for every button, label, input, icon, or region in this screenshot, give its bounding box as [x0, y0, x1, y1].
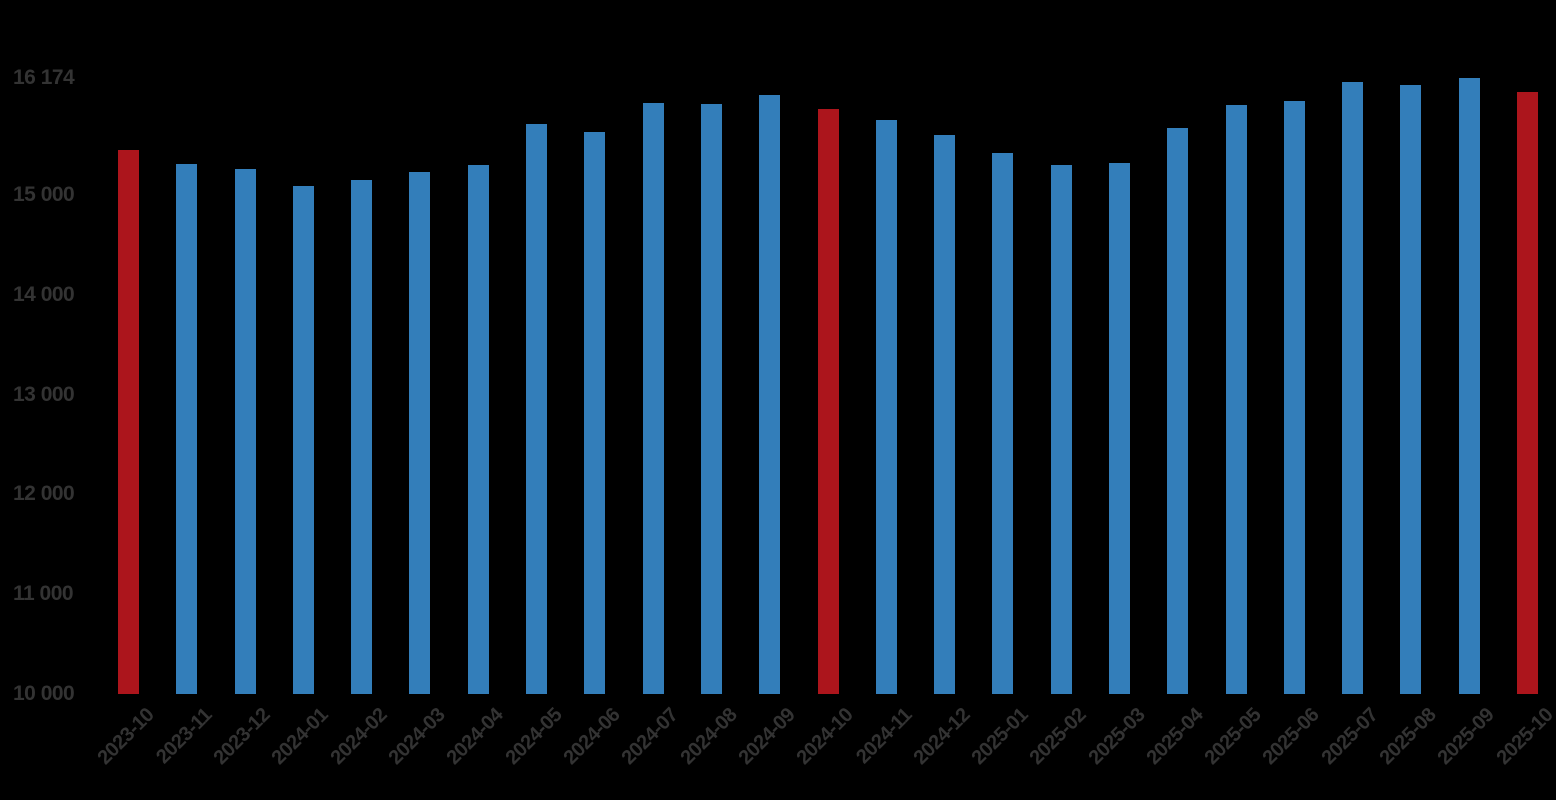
x-axis-tick-label: 2024-11	[851, 704, 916, 769]
bar-2024-02	[351, 180, 373, 694]
bar-2025-06	[1283, 101, 1305, 694]
x-axis-tick-label: 2023-11	[152, 704, 217, 769]
bar-2025-01	[992, 153, 1014, 694]
x-axis-tick-label: 2025-06	[1258, 704, 1324, 769]
x-axis-tick-label: 2024-04	[442, 704, 508, 769]
bar-2024-08	[700, 104, 722, 694]
y-axis-tick-label: 10 000	[13, 682, 75, 705]
y-axis-tick-label: 14 000	[13, 282, 75, 306]
y-axis-tick-label: 11 000	[13, 582, 74, 606]
y-axis-tick-label: 12 000	[13, 482, 75, 506]
bar-2024-10	[817, 109, 839, 694]
bar-2024-01	[292, 186, 314, 694]
x-axis-tick-label: 2024-10	[792, 704, 858, 769]
bar-2024-06	[584, 132, 606, 694]
x-axis-tick-label: 2024-12	[909, 704, 975, 769]
bar-2023-11	[176, 164, 198, 694]
bar-2024-04	[467, 165, 489, 694]
x-axis-tick-label: 2024-03	[384, 704, 450, 769]
bar-2025-03	[1108, 163, 1130, 694]
x-axis-tick-label: 2024-05	[501, 704, 567, 769]
bar-2024-07	[642, 103, 664, 694]
x-axis-tick-label: 2023-12	[209, 704, 275, 769]
y-axis-tick-label: 16 174	[13, 66, 75, 89]
x-axis-tick-label: 2025-08	[1375, 704, 1441, 769]
x-axis-tick-label: 2023-10	[93, 704, 159, 769]
x-axis-tick-label: 2025-03	[1084, 704, 1150, 769]
x-axis-tick-label: 2025-01	[967, 704, 1033, 769]
bar-2023-10	[118, 150, 139, 694]
bar-2024-05	[526, 124, 548, 694]
bar-2025-07	[1342, 82, 1364, 694]
y-axis-tick-label: 13 000	[13, 382, 75, 406]
x-axis-tick-label: 2024-06	[559, 704, 625, 769]
bar-2024-12	[934, 135, 956, 694]
bar-2024-09	[759, 95, 781, 694]
x-axis-tick-label: 2025-09	[1433, 704, 1499, 769]
bar-2025-09	[1458, 78, 1480, 694]
bar-2024-03	[409, 172, 431, 694]
bar-2025-05	[1225, 105, 1247, 694]
x-axis-tick-label: 2025-10	[1492, 704, 1556, 769]
x-axis-tick-label: 2025-02	[1025, 704, 1091, 769]
bar-2025-02	[1050, 165, 1072, 694]
x-axis-tick-label: 2024-08	[675, 704, 741, 769]
x-axis-tick-label: 2024-09	[734, 704, 800, 769]
x-axis-tick-label: 2025-04	[1142, 704, 1208, 769]
bar-2025-04	[1167, 128, 1189, 694]
x-axis-tick-label: 2025-07	[1317, 704, 1383, 769]
y-axis-tick-label: 15 000	[13, 183, 75, 207]
x-axis-tick-label: 2024-01	[267, 704, 333, 769]
bar-2025-10	[1517, 92, 1538, 694]
bar-2023-12	[234, 169, 256, 694]
bar-2024-11	[875, 120, 897, 694]
x-axis-tick-label: 2025-05	[1200, 704, 1266, 769]
x-axis-tick-label: 2024-02	[326, 704, 392, 769]
x-axis-tick-label: 2024-07	[617, 704, 683, 769]
bar-2025-08	[1400, 85, 1422, 694]
